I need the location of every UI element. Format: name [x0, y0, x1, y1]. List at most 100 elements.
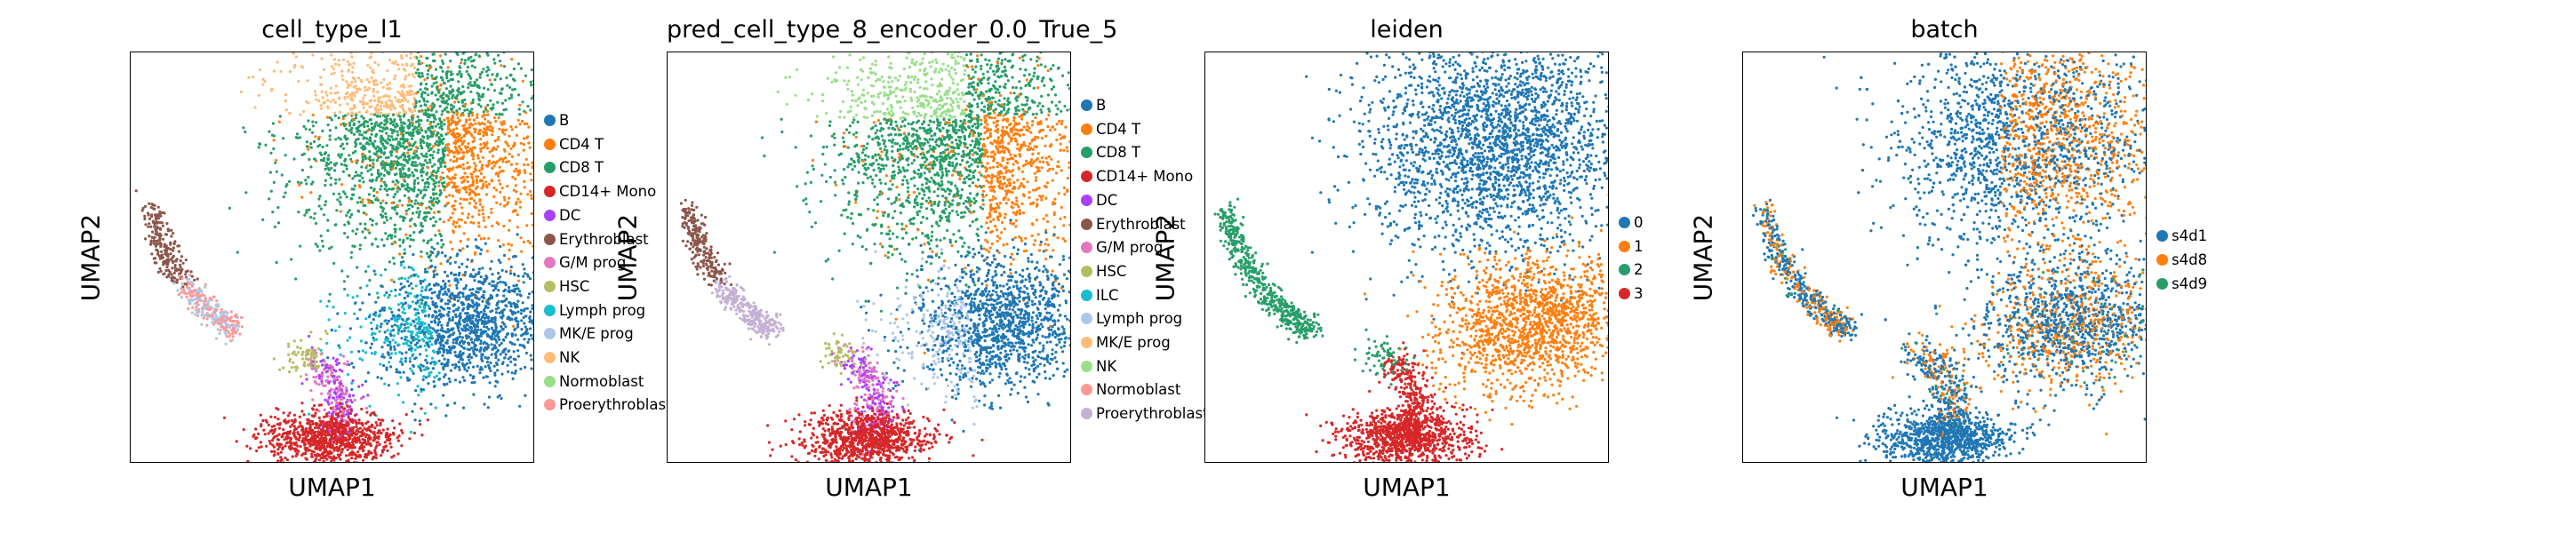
data-point: [406, 155, 410, 158]
data-point: [484, 117, 487, 121]
data-point: [321, 359, 324, 362]
data-point: [473, 205, 476, 209]
data-point: [380, 179, 383, 183]
data-point: [335, 397, 340, 401]
data-point: [389, 107, 393, 111]
data-point: [284, 108, 288, 112]
data-point: [470, 340, 474, 344]
data-point: [365, 137, 369, 140]
data-point: [325, 378, 329, 382]
data-point: [205, 307, 209, 311]
data-point: [487, 363, 491, 367]
data-point: [389, 347, 393, 351]
data-point: [371, 141, 374, 145]
data-point: [371, 223, 374, 227]
data-point: [412, 320, 416, 323]
data-point: [320, 153, 324, 156]
data-point: [422, 327, 426, 330]
data-point: [451, 88, 454, 91]
data-point: [384, 123, 388, 126]
data-point: [437, 309, 442, 313]
data-point: [463, 108, 467, 112]
data-point: [409, 52, 412, 56]
data-point: [522, 240, 525, 243]
data-point: [328, 292, 332, 296]
data-point: [340, 183, 344, 187]
data-point: [476, 304, 479, 307]
data-point: [477, 103, 481, 107]
data-point: [392, 280, 396, 283]
data-point: [391, 60, 395, 65]
data-point: [165, 266, 169, 269]
data-point: [487, 182, 491, 186]
data-point: [461, 352, 465, 355]
data-point: [398, 168, 402, 171]
data-point: [479, 287, 483, 290]
data-point: [430, 264, 434, 268]
data-point: [432, 270, 436, 274]
data-point: [377, 107, 380, 112]
data-point: [411, 118, 414, 122]
data-point: [155, 239, 158, 243]
data-point: [393, 77, 396, 81]
data-point: [366, 371, 370, 375]
data-point: [366, 64, 370, 68]
data-point: [380, 81, 383, 84]
data-point: [453, 208, 457, 211]
data-point: [153, 213, 157, 217]
data-point: [451, 72, 454, 76]
data-point: [290, 366, 293, 370]
data-point: [460, 303, 464, 306]
data-point: [364, 351, 368, 354]
data-point: [462, 167, 466, 171]
data-point: [386, 87, 389, 91]
data-point: [516, 322, 520, 326]
data-point: [483, 123, 486, 126]
data-point: [386, 83, 389, 86]
data-point: [348, 173, 351, 177]
data-point: [398, 252, 402, 256]
data-point: [417, 131, 420, 135]
data-point: [439, 83, 443, 86]
data-point: [495, 75, 499, 78]
data-point: [440, 127, 444, 131]
data-point: [404, 341, 408, 346]
data-point: [507, 370, 510, 374]
data-point: [468, 112, 471, 115]
data-point: [341, 354, 345, 358]
data-point: [425, 341, 428, 345]
data-point: [356, 128, 360, 131]
data-point: [430, 343, 434, 346]
data-point: [309, 146, 313, 149]
data-point: [419, 141, 422, 145]
data-point: [307, 119, 310, 123]
data-point: [384, 211, 388, 216]
data-point: [410, 137, 414, 140]
data-point: [327, 163, 331, 166]
data-point: [428, 205, 431, 209]
data-point: [332, 111, 337, 115]
data-point: [225, 316, 228, 320]
data-point: [379, 362, 382, 366]
data-point: [158, 235, 162, 239]
data-point: [459, 312, 462, 315]
data-point: [404, 233, 408, 236]
data-point: [370, 342, 373, 346]
data-point: [418, 109, 421, 113]
data-point: [476, 319, 480, 323]
data-point: [476, 328, 480, 331]
data-point: [231, 338, 235, 342]
data-point: [429, 320, 434, 323]
data-point: [518, 113, 522, 116]
data-point: [386, 106, 389, 109]
data-point: [413, 337, 417, 340]
data-point: [413, 105, 417, 108]
data-point: [342, 362, 346, 365]
data-point: [386, 329, 389, 332]
data-point: [445, 338, 449, 342]
data-point: [438, 189, 442, 193]
data-point: [468, 314, 472, 317]
data-point: [421, 155, 425, 158]
data-point: [407, 91, 411, 94]
data-point: [346, 91, 349, 95]
